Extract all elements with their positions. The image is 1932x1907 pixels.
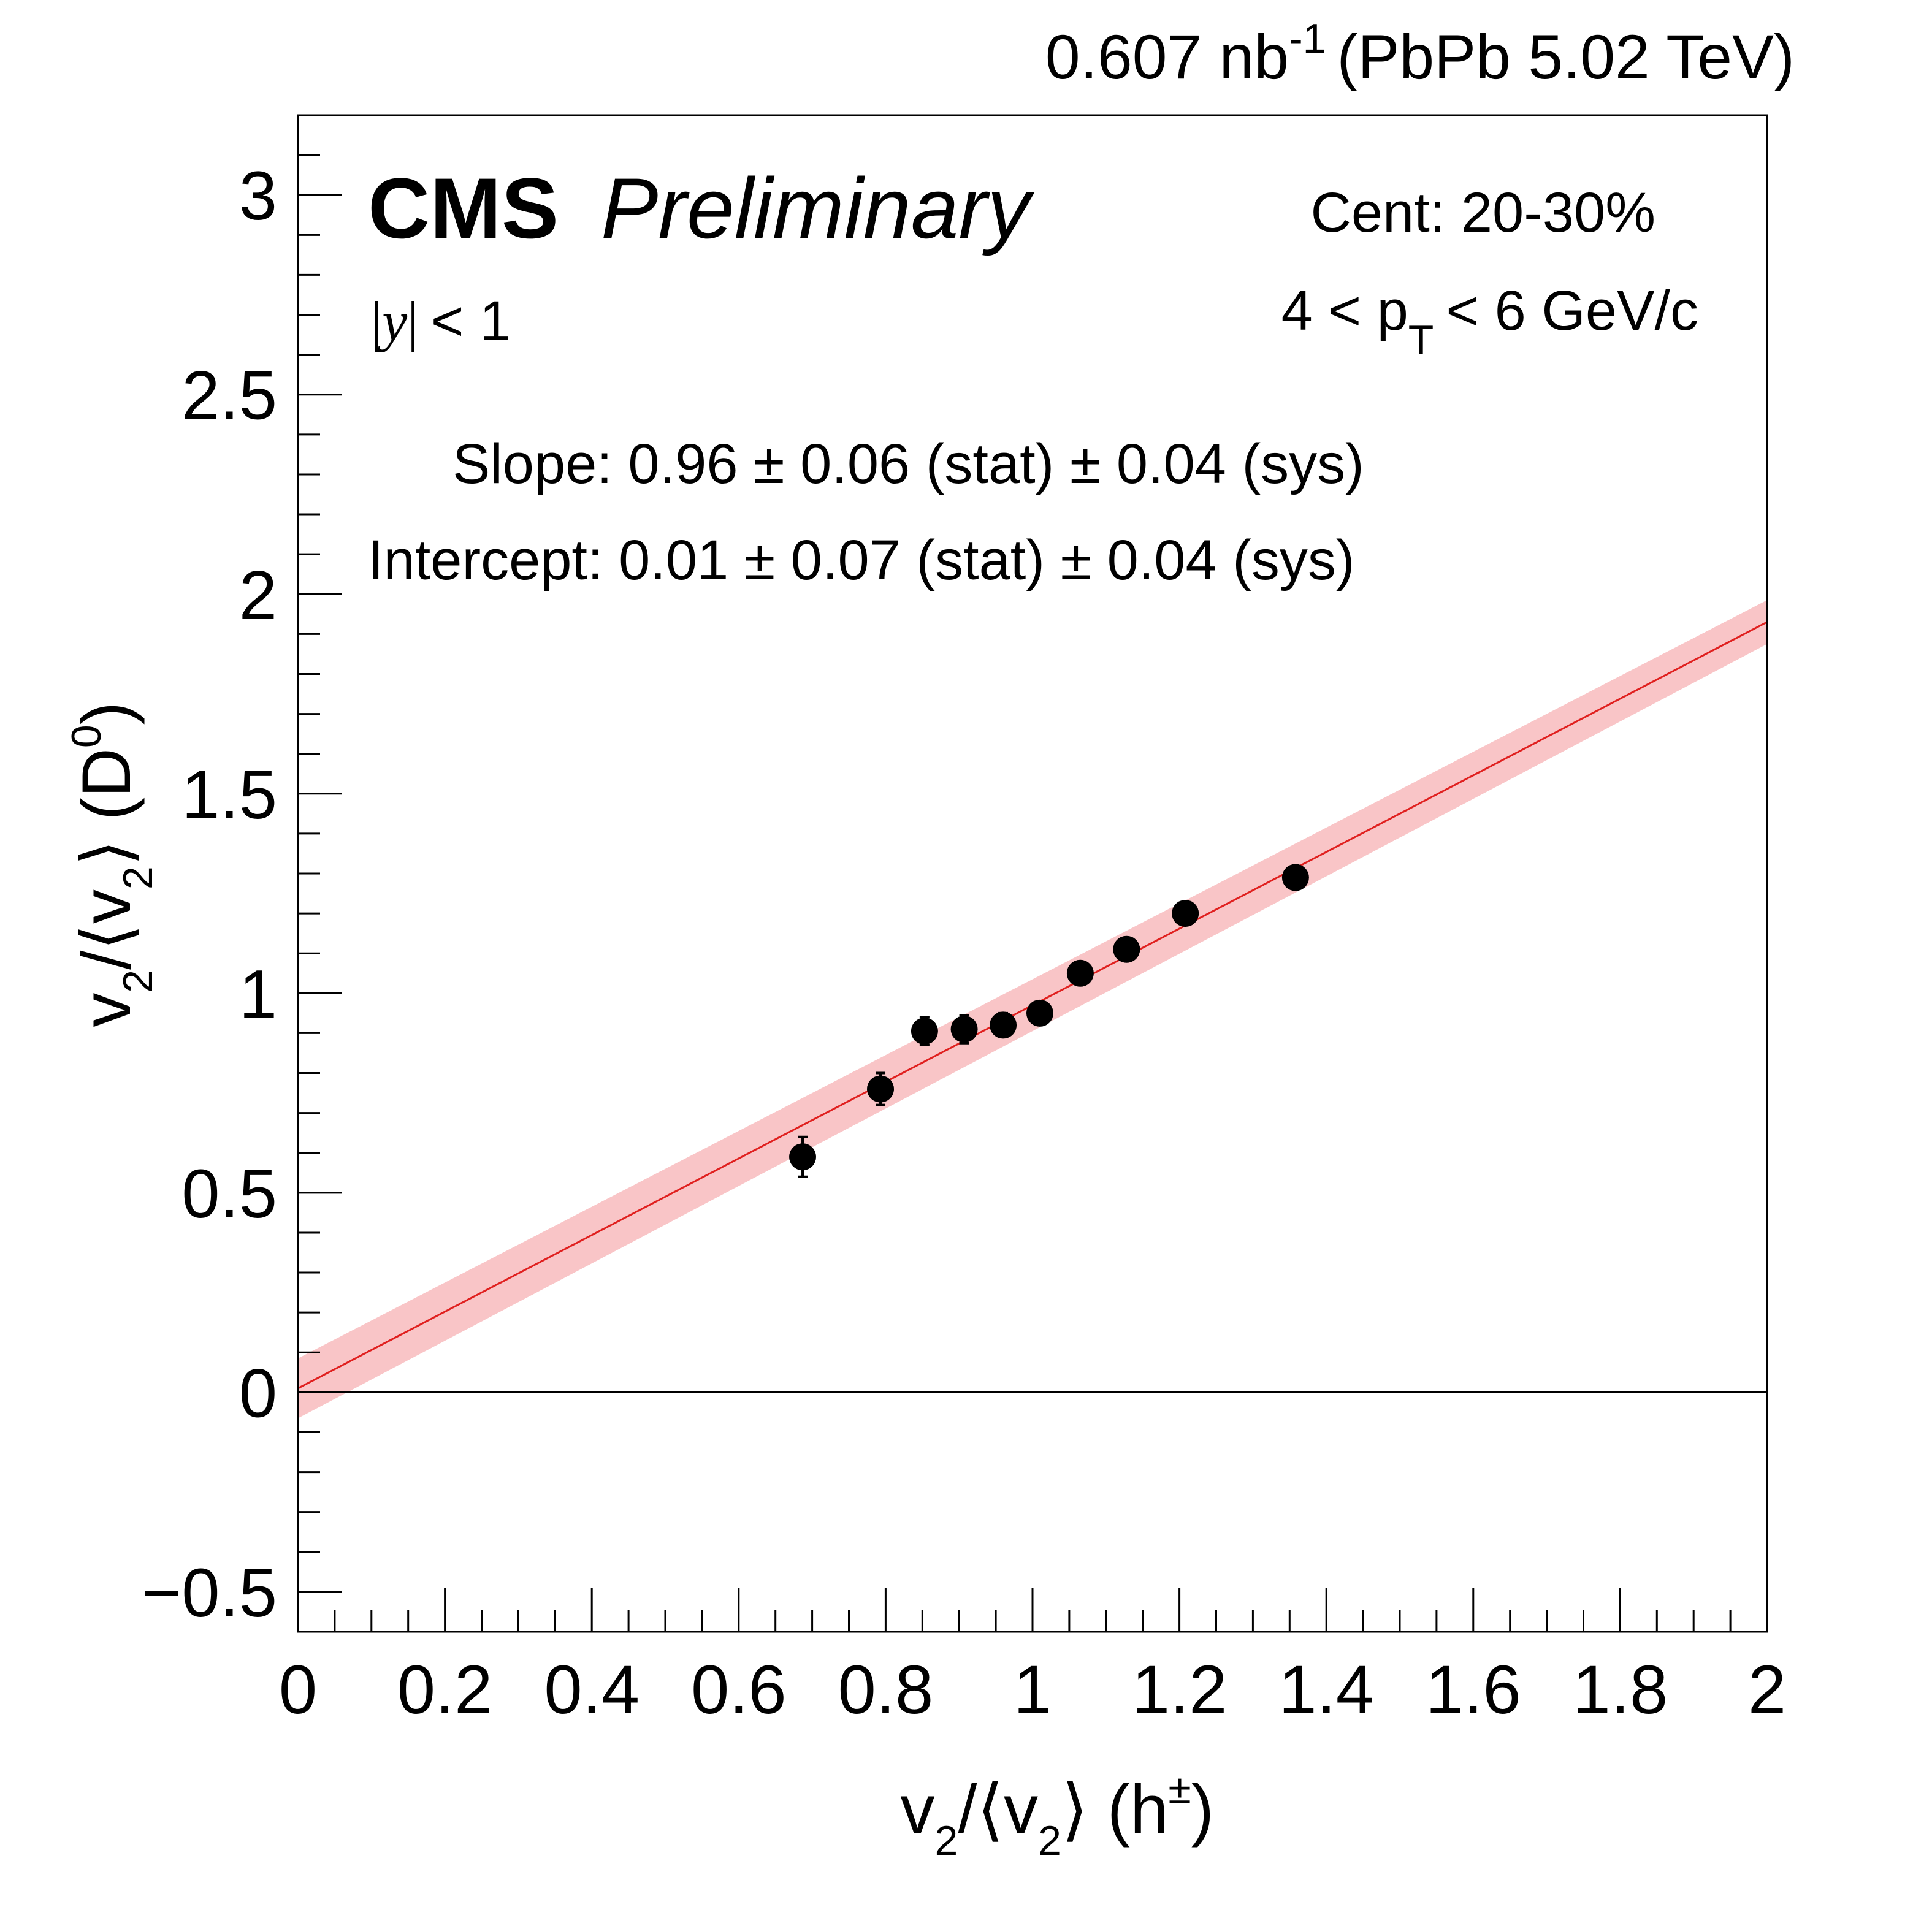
rapidity-cut: < 1 (431, 290, 511, 352)
y-tick-label: 1 (239, 956, 277, 1032)
intercept-label: Intercept: 0.01 ± 0.07 (stat) ± 0.04 (sy… (368, 529, 1354, 592)
x-title-mid: /⟨v (958, 1771, 1038, 1848)
abs-bar-left: | (371, 290, 382, 352)
y-title-v: v (68, 993, 145, 1027)
x-tick-label: 1.6 (1426, 1651, 1521, 1728)
y-title-sub2: 2 (115, 866, 161, 889)
pt-subscript: T (1408, 317, 1434, 364)
y-tick-label: 2.5 (181, 357, 277, 434)
plot-area: 0 0.2 0.4 0.6 0.8 1 1.2 1.4 1.6 1.8 2−0.500.511.52… (142, 114, 1786, 1728)
data-point (789, 1143, 817, 1171)
pt-lower: 4 < p (1281, 280, 1408, 342)
centrality-label: Cent: 20-30% (1310, 181, 1655, 244)
x-tick-label: 1.8 (1573, 1651, 1668, 1728)
data-point (1026, 999, 1053, 1027)
y-axis-title: v2/⟨v2⟩ (D0) (63, 702, 161, 1027)
rapidity-variable: y (377, 290, 407, 352)
y-title-mid: /⟨v (68, 889, 145, 970)
x-tick-label: 0.6 (691, 1651, 787, 1728)
y-tick-label: 1.5 (181, 756, 277, 833)
x-tick-label: 2 (1748, 1651, 1786, 1728)
x-axis-title: v2/⟨v2⟩ (h±) (901, 1766, 1215, 1864)
y-title-close: ) (68, 702, 145, 725)
y-tick-label: 2 (239, 557, 277, 633)
x-tick-label: 1.4 (1278, 1651, 1374, 1728)
x-tick-label: 0.8 (838, 1651, 934, 1728)
preliminary-label: Preliminary (601, 160, 1035, 256)
y-tick-label: −0.5 (142, 1555, 277, 1631)
x-title-sub1: 2 (935, 1818, 958, 1864)
x-tick-label: 0.4 (544, 1651, 640, 1728)
lumi-exponent: -1 (1289, 15, 1326, 62)
data-point (911, 1018, 938, 1045)
rapidity-label: |y| < 1 (371, 290, 511, 352)
data-point (1066, 959, 1094, 987)
x-title-sub2: 2 (1038, 1818, 1061, 1864)
data-point (990, 1011, 1017, 1039)
dataset-label: (PbPb 5.02 TeV) (1337, 22, 1795, 92)
x-tick-label: 0.2 (397, 1651, 493, 1728)
abs-bar-right: | (407, 290, 418, 352)
x-tick-label: 1.2 (1132, 1651, 1228, 1728)
data-point (950, 1015, 978, 1043)
y-title-paren: ⟩ (D (68, 748, 145, 866)
pt-upper: < 6 GeV/c (1446, 280, 1698, 342)
y-tick-label: 0 (239, 1355, 277, 1431)
x-title-paren: ⟩ (h (1061, 1771, 1168, 1848)
y-title-sup: 0 (63, 725, 110, 748)
x-tick-label: 1 (1014, 1651, 1052, 1728)
cms-label: CMS (368, 160, 559, 256)
data-point (1281, 864, 1309, 891)
y-tick-label: 3 (239, 158, 277, 234)
lumi-header: 0.607 nb-1 (PbPb 5.02 TeV) (1045, 15, 1795, 92)
data-point (867, 1075, 895, 1103)
pt-label: 4 < pT < 6 GeV/c (1281, 280, 1698, 364)
lumi-value: 0.607 nb (1045, 22, 1289, 92)
y-tick-label: 0.5 (181, 1155, 277, 1232)
data-point (1113, 935, 1140, 963)
x-tick-label: 0 (279, 1651, 317, 1728)
y-title-sub1: 2 (115, 970, 161, 993)
x-title-close: ) (1191, 1771, 1214, 1848)
data-point (1172, 900, 1199, 927)
x-title-sup: ± (1168, 1766, 1191, 1813)
slope-label: Slope: 0.96 ± 0.06 (stat) ± 0.04 (sys) (452, 433, 1364, 495)
x-title-v: v (901, 1771, 935, 1848)
